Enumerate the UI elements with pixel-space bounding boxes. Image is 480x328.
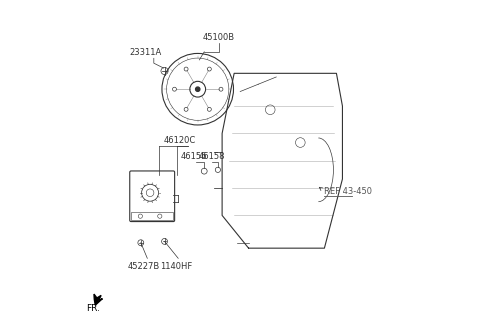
Text: FR.: FR.	[86, 304, 100, 313]
Text: 46158: 46158	[198, 153, 225, 161]
Text: 23311A: 23311A	[130, 48, 162, 57]
Text: REF 43-450: REF 43-450	[324, 187, 372, 196]
Circle shape	[195, 87, 200, 91]
Text: 1140HF: 1140HF	[160, 262, 192, 271]
Text: 46156: 46156	[180, 153, 207, 161]
Text: 46120C: 46120C	[164, 136, 196, 145]
Text: 45100B: 45100B	[203, 33, 235, 42]
Text: 45227B: 45227B	[128, 262, 160, 271]
Polygon shape	[94, 294, 102, 305]
Bar	[131, 212, 173, 220]
